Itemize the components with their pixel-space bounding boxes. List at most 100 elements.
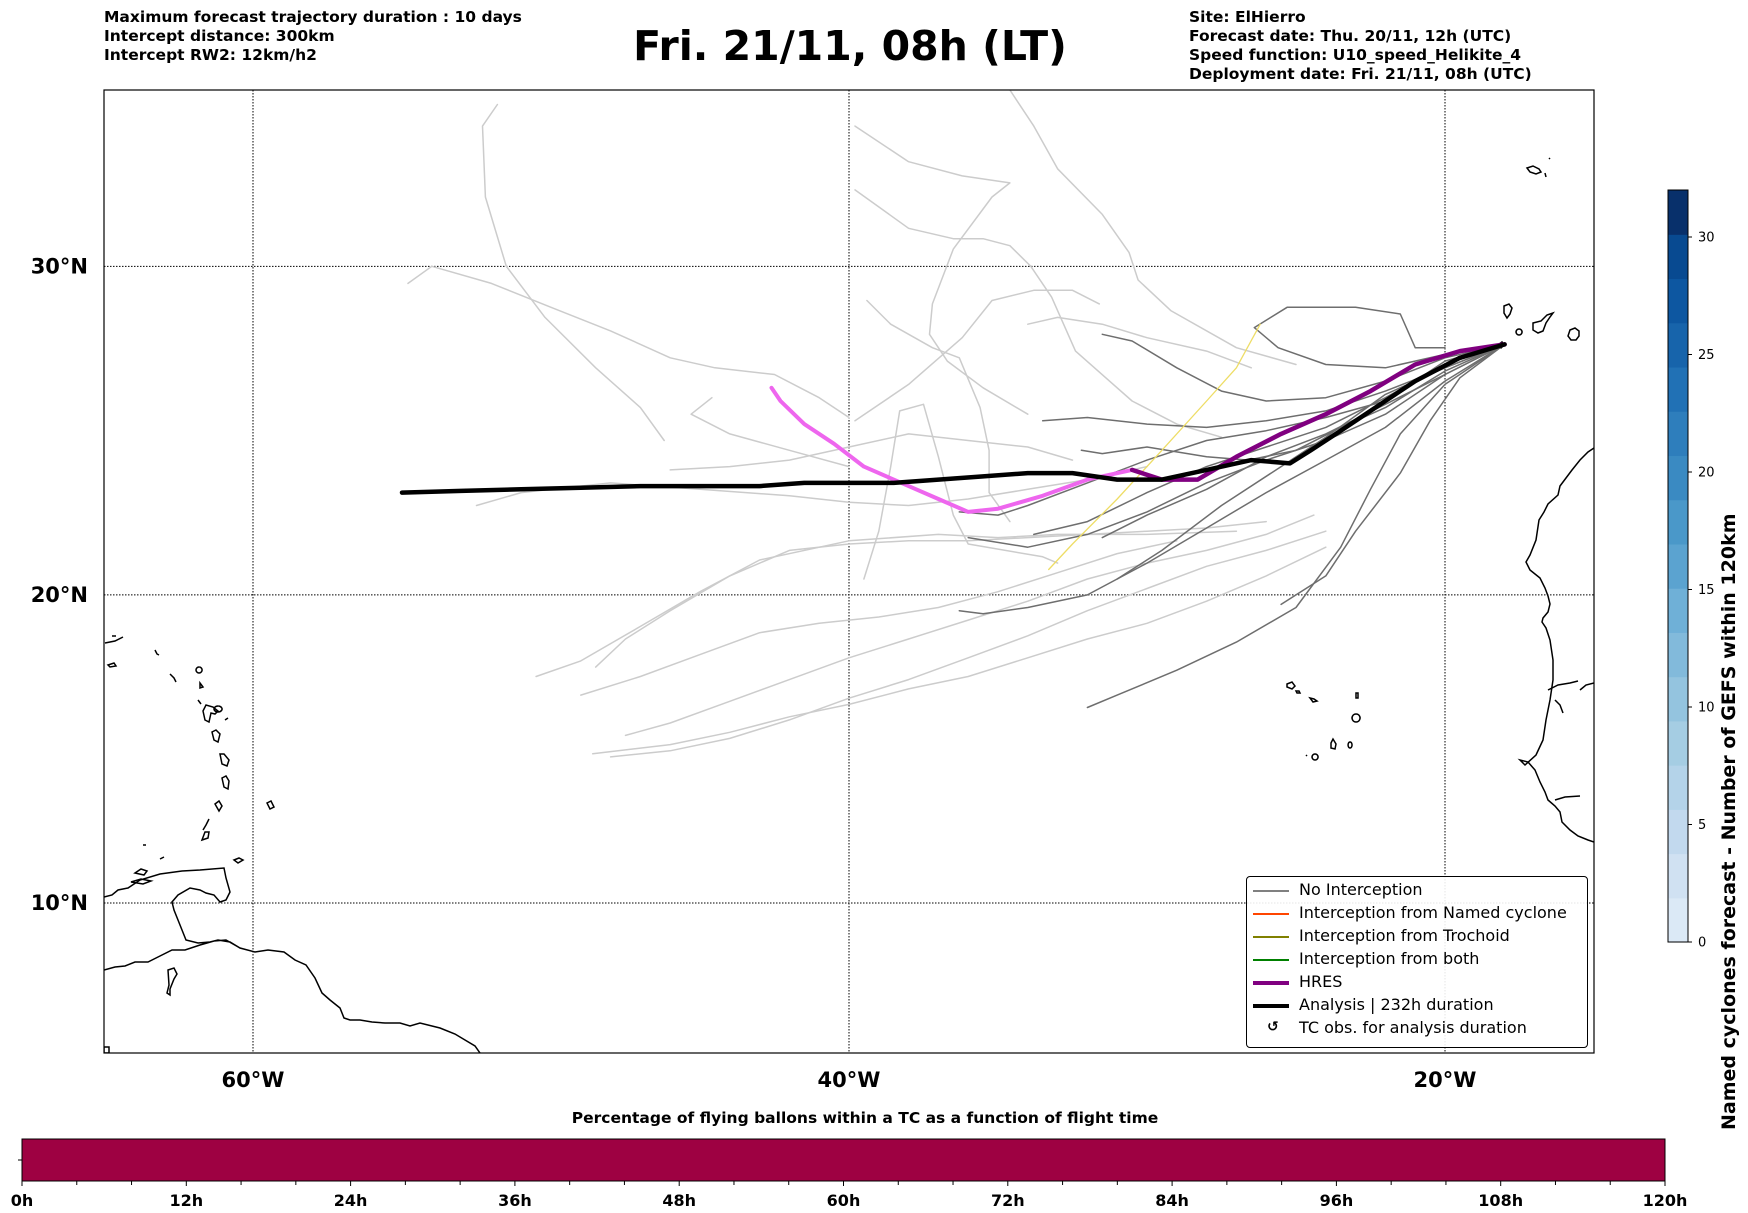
colorbar-tick-label: 15	[1698, 583, 1715, 598]
map-legend: No Interception Interception from Named …	[1246, 876, 1588, 1048]
colorbar-tick-label: 30	[1698, 231, 1715, 246]
speed-function-text: Speed function: U10_speed_Helikite_4	[1189, 46, 1522, 64]
legend-label: Interception from both	[1299, 949, 1480, 968]
flight-time-bar-title: Percentage of flying ballons within a TC…	[571, 1109, 1159, 1127]
ensemble-track-light	[863, 403, 1059, 580]
colorbar-band	[1668, 322, 1688, 368]
colorbar-band	[1668, 278, 1688, 324]
tc-symbol-icon: ↺	[1267, 1019, 1279, 1035]
flight-time-fill	[22, 1139, 1665, 1181]
ensemble-track-light	[854, 189, 1223, 438]
legend-label: No Interception	[1299, 880, 1423, 899]
flight-time-tick-label: 12h	[169, 1191, 203, 1210]
lon-tick-label: 40°W	[818, 1068, 881, 1092]
colorbar-band	[1668, 853, 1688, 899]
legend-label: Analysis | 232h duration	[1299, 995, 1494, 1014]
ensemble-track-dark	[1280, 343, 1506, 606]
site-text: Site: ElHierro	[1189, 8, 1306, 26]
lat-tick-label: 20°N	[31, 583, 88, 607]
lat-tick-label: 10°N	[31, 891, 88, 915]
hres-track	[1129, 342, 1507, 482]
ensemble-track-light	[580, 540, 1178, 696]
ensemble-track-dark	[967, 343, 1506, 548]
ensemble-track-light	[481, 103, 665, 442]
colorbar-band	[1668, 632, 1688, 678]
intercept-rw2-text: Intercept RW2: 12km/h2	[104, 46, 317, 64]
flight-time-tick-label: 120h	[1643, 1191, 1688, 1210]
colorbar-band	[1668, 234, 1688, 280]
ensemble-track-light	[669, 433, 1074, 471]
analysis-track	[399, 342, 1507, 495]
legend-label: HRES	[1299, 972, 1343, 991]
flight-time-tick-label: 72h	[991, 1191, 1025, 1210]
colorbar-tick-label: 5	[1698, 818, 1706, 833]
ensemble-track-dark	[1253, 306, 1506, 369]
colorbar-tick-label: 10	[1698, 701, 1715, 716]
hres-extended-track	[769, 385, 1135, 514]
canary-island-grancanaria	[1567, 327, 1580, 341]
ensemble-track-light	[624, 514, 1315, 737]
coastlines	[104, 157, 1594, 1053]
colorbar-band	[1668, 720, 1688, 766]
trochoid-track	[1048, 323, 1261, 571]
ensemble-track-light	[407, 265, 850, 419]
trajectory-parameters: Maximum forecast trajectory duration : 1…	[104, 8, 522, 65]
ensemble-track-light	[1009, 90, 1297, 366]
colorbar-band	[1668, 897, 1688, 943]
africa-coast-inlet	[1547, 680, 1594, 801]
legend-label: TC obs. for analysis duration	[1299, 1018, 1527, 1037]
flight-time-bar: 0h 12h 24h 36h 48h 60h 72h 84h 96h 108h 120h	[11, 1138, 1688, 1210]
flight-time-tick-label: 96h	[1320, 1191, 1354, 1210]
legend-line-olive	[1253, 936, 1289, 938]
colorbar-band	[1668, 190, 1688, 235]
ensemble-track-light	[854, 289, 1101, 422]
canary-island-lapalma	[1503, 303, 1513, 320]
forecast-metadata: Site: ElHierro Forecast date: Thu. 20/11…	[1189, 8, 1532, 84]
trajectory-layer	[399, 90, 1507, 758]
special-tracks	[399, 323, 1507, 571]
ensemble-track-dark	[958, 343, 1506, 615]
flight-time-tick-label: 84h	[1155, 1191, 1189, 1210]
flight-time-tick-label: 0h	[11, 1191, 34, 1210]
map-frame	[103, 89, 1595, 1054]
lat-tick-label: 30°N	[31, 254, 88, 278]
ensemble-track-light	[594, 520, 1267, 668]
legend-line-orange	[1253, 913, 1289, 915]
page-title: Fri. 21/11, 08h (LT)	[633, 22, 1067, 70]
intercept-distance-text: Intercept distance: 300km	[104, 27, 335, 45]
colorbar-band	[1668, 366, 1688, 412]
legend-label: Interception from Named cyclone	[1299, 903, 1567, 922]
flight-time-tick-label: 60h	[827, 1191, 861, 1210]
flight-time-tick-label: 48h	[662, 1191, 696, 1210]
deployment-date-text: Deployment date: Fri. 21/11, 08h (UTC)	[1189, 65, 1532, 83]
canary-island-tenerife	[1532, 311, 1556, 334]
madeira-island	[1525, 157, 1551, 178]
colorbar-title: Named cyclones forecast - Number of GEFS…	[1718, 513, 1740, 1130]
colorbar-band	[1668, 765, 1688, 810]
ensemble-track-light	[866, 299, 1011, 523]
lon-tick-label: 20°W	[1414, 1068, 1477, 1092]
colorbar-frame	[1667, 189, 1689, 943]
africa-coastline	[1517, 447, 1594, 843]
forecast-date-text: Forecast date: Thu. 20/11, 12h (UTC)	[1189, 27, 1512, 45]
colorbar-band	[1668, 809, 1688, 855]
colorbar: 0 5 10 15 20 25 30	[1667, 189, 1715, 951]
ensemble-track-dark	[1080, 343, 1506, 461]
ensemble-track-light	[690, 396, 850, 468]
colorbar-band	[1668, 455, 1688, 501]
legend-line-black	[1253, 1004, 1289, 1008]
south-america-coastline	[104, 867, 481, 1053]
canary-island-gomera	[1515, 328, 1523, 336]
ensemble-track-light	[609, 530, 1327, 758]
flight-time-tick-label: 36h	[498, 1191, 532, 1210]
colorbar-tick-label: 20	[1698, 466, 1715, 481]
colorbar-band	[1668, 499, 1688, 545]
lon-tick-label: 60°W	[222, 1068, 285, 1092]
legend-line-purple	[1253, 981, 1289, 985]
colorbar-band	[1668, 588, 1688, 633]
cape-verde-islands	[1286, 681, 1361, 761]
flight-time-tick-label: 24h	[334, 1191, 368, 1210]
colorbar-tick-label: 0	[1698, 936, 1706, 951]
colorbar-band	[1668, 411, 1688, 457]
map-axis-labels: 30°N 20°N 10°N 60°W 40°W 20°W	[31, 254, 1477, 1092]
